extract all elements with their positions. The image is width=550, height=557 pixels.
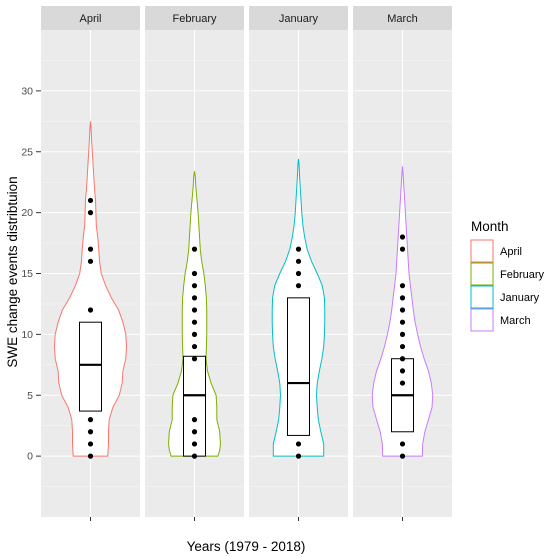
data-point — [87, 210, 94, 216]
data-point — [87, 258, 94, 264]
box — [79, 321, 102, 412]
legend-label: January — [500, 292, 540, 304]
facet-strip — [145, 6, 244, 30]
data-point — [191, 356, 198, 362]
facet-january: January — [249, 6, 348, 521]
violin-april — [53, 121, 128, 457]
box — [183, 355, 206, 457]
y-tick-label: 25 — [21, 146, 33, 158]
data-point — [399, 295, 406, 301]
y-tick-label: 0 — [27, 451, 33, 463]
data-point — [191, 417, 198, 423]
data-point — [87, 453, 94, 459]
data-point — [87, 417, 94, 423]
y-axis-title: SWE change events distribtuion — [5, 176, 20, 367]
legend-key — [470, 308, 494, 332]
y-tick-label: 30 — [21, 85, 33, 97]
data-point — [295, 283, 302, 289]
data-point — [87, 197, 94, 204]
data-point — [399, 380, 406, 386]
legend-key — [470, 239, 494, 263]
data-point — [191, 453, 198, 459]
data-point — [191, 307, 198, 313]
facet-strip-label: January — [279, 13, 319, 25]
data-point — [191, 246, 198, 252]
data-point — [399, 343, 406, 350]
data-point — [191, 283, 198, 289]
facet-march: March — [353, 6, 452, 521]
legend-key — [470, 262, 494, 286]
y-tick-label: 15 — [21, 268, 33, 280]
data-point — [191, 319, 198, 325]
facet-strip-label: April — [79, 13, 101, 25]
legend-item-january: January — [470, 285, 540, 309]
y-tick-label: 10 — [21, 329, 33, 341]
data-point — [87, 307, 94, 313]
data-point — [87, 246, 94, 252]
y-tick-label: 20 — [21, 207, 33, 219]
facet-strip — [41, 6, 140, 30]
data-point — [191, 295, 198, 301]
facet-february: February — [145, 6, 244, 521]
facet-strip — [353, 6, 452, 30]
data-point — [191, 429, 198, 435]
legend: Month April February January March — [470, 219, 545, 332]
data-point — [399, 441, 406, 447]
legend-item-march: March — [470, 308, 531, 332]
data-point — [399, 246, 406, 252]
data-point — [191, 331, 198, 337]
y-tick-label: 5 — [27, 390, 33, 402]
data-point — [191, 343, 198, 350]
data-point — [399, 319, 406, 325]
data-point — [399, 307, 406, 313]
facet-april: April — [41, 6, 140, 521]
data-point — [399, 331, 406, 337]
data-point — [399, 234, 406, 240]
violin-february — [168, 171, 221, 457]
x-axis-title: Years (1979 - 2018) — [187, 539, 306, 554]
legend-title: Month — [471, 219, 509, 234]
legend-item-april: April — [470, 239, 522, 263]
data-point — [295, 270, 302, 277]
facet-strip-label: March — [387, 13, 418, 25]
data-point — [295, 258, 302, 264]
data-point — [399, 356, 406, 362]
box — [287, 297, 310, 436]
data-point — [399, 283, 406, 289]
legend-label: March — [500, 315, 531, 327]
y-axis: 0 5 10 15 20 25 30 — [21, 85, 41, 463]
data-point — [399, 453, 406, 459]
facet-strip — [249, 6, 348, 30]
legend-item-february: February — [470, 262, 545, 286]
legend-label: April — [500, 246, 522, 258]
legend-label: February — [500, 269, 545, 281]
data-point — [87, 429, 94, 435]
data-point — [399, 368, 406, 374]
legend-key — [470, 285, 494, 309]
data-point — [295, 453, 302, 459]
facet-strip-label: February — [172, 13, 217, 25]
data-point — [295, 441, 302, 447]
data-point — [191, 270, 198, 277]
data-point — [87, 441, 94, 447]
data-point — [295, 246, 302, 252]
data-point — [191, 441, 198, 447]
facet-panels: April February January March — [41, 6, 452, 521]
